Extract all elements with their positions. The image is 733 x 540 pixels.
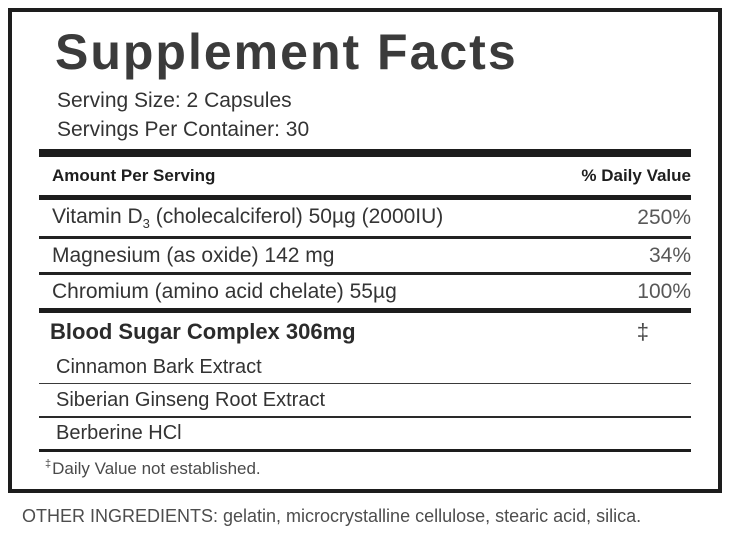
ingredient-name: Cinnamon Bark Extract: [56, 355, 262, 378]
nutrient-name: Magnesium (as oxide) 142 mg: [52, 243, 335, 267]
nutrient-name: Chromium (amino acid chelate) 55µg: [52, 279, 397, 303]
daily-value: 250%: [637, 206, 691, 229]
sub-row-divider: [39, 383, 691, 384]
subscript: 3: [142, 216, 150, 232]
nutrient-row-vitamin-d: Vitamin D3 (cholecalciferol) 50µg (2000I…: [39, 200, 691, 236]
footnote-divider: [39, 449, 691, 452]
panel-title: Supplement Facts: [55, 24, 518, 80]
servings-per-container-text: Servings Per Container: 30: [57, 118, 310, 141]
nutrient-name: Vitamin D3 (cholecalciferol) 50µg (2000I…: [52, 204, 444, 232]
row-divider: [39, 272, 691, 275]
complex-heading-row: Blood Sugar Complex 306mg ‡: [39, 313, 691, 351]
header-divider: [39, 195, 691, 200]
other-ingredients: OTHER INGREDIENTS: gelatin, microcrystal…: [22, 506, 642, 526]
row-divider: [39, 236, 691, 239]
serving-info: Serving Size: 2 Capsules Servings Per Co…: [57, 86, 718, 144]
sub-row-divider: [39, 416, 691, 418]
footnote-text: ‡Daily Value not established.: [45, 458, 261, 478]
complex-ingredient-row: Siberian Ginseng Root Extract: [39, 384, 691, 416]
serving-size-text: Serving Size: 2 Capsules: [57, 89, 292, 112]
supplement-facts-panel: Supplement Facts Serving Size: 2 Capsule…: [8, 8, 722, 493]
column-header-amount: Amount Per Serving: [52, 166, 216, 185]
daily-value: 34%: [648, 243, 691, 267]
complex-ingredient-row: Berberine HCl: [39, 418, 691, 449]
heavy-divider-top: [39, 149, 691, 157]
table-header-row: Amount Per Serving % Daily Value: [39, 157, 691, 195]
ingredient-name: Siberian Ginseng Root Extract: [56, 388, 326, 411]
complex-heading: Blood Sugar Complex 306mg: [50, 319, 356, 344]
nutrient-row-chromium: Chromium (amino acid chelate) 55µg 100%: [39, 275, 691, 308]
footnote: ‡Daily Value not established.: [39, 452, 691, 486]
ingredient-name: Berberine HCl: [56, 422, 182, 444]
section-divider: [39, 308, 691, 313]
daily-value: 100%: [637, 279, 691, 303]
daily-value-symbol: ‡: [636, 319, 649, 344]
column-header-daily-value: % Daily Value: [581, 166, 691, 185]
nutrient-row-magnesium: Magnesium (as oxide) 142 mg 34%: [39, 239, 691, 272]
footnote-marker: ‡: [45, 458, 52, 471]
complex-ingredient-row: Cinnamon Bark Extract: [39, 351, 691, 383]
facts-table: Amount Per Serving % Daily Value Vitamin…: [39, 149, 691, 486]
